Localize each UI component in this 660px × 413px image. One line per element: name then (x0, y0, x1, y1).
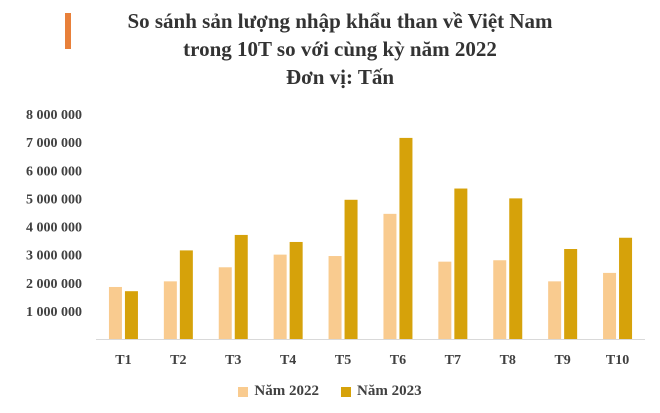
x-tick-label: T4 (280, 353, 296, 368)
bar-chart: 1 000 000 2 000 000 3 000 000 4 000 000 5 00… (26, 108, 645, 368)
bar-2023-t8 (509, 198, 523, 339)
bar-2022-t3 (218, 267, 232, 339)
bar-2022-t9 (548, 281, 562, 339)
bar-2023-t2 (179, 250, 193, 339)
legend-item-2023: Năm 2023 (341, 383, 422, 400)
legend-item-2022: Năm 2022 (238, 383, 319, 400)
bar-2023-t9 (564, 249, 578, 339)
legend-label-2023: Năm 2023 (357, 383, 422, 399)
y-tick-label: 8 000 000 (26, 108, 82, 123)
x-axis: T1 T2 T3 T4 T5 T6 T7 T8 T9 T10 (115, 353, 629, 368)
bar-2023-t1 (124, 291, 138, 339)
y-tick-label: 2 000 000 (26, 277, 82, 292)
y-tick-label: 7 000 000 (26, 136, 82, 151)
title-accent-bar (65, 13, 71, 49)
y-tick-label: 1 000 000 (26, 305, 82, 320)
x-tick-label: T2 (170, 353, 186, 368)
bar-2023-t5 (344, 199, 358, 339)
y-tick-label: 6 000 000 (26, 164, 82, 179)
x-tick-label: T10 (606, 353, 629, 368)
bar-2022-t8 (493, 260, 507, 339)
bar-2023-t7 (454, 188, 468, 339)
chart-title: So sánh sản lượng nhập khẩu than về Việt… (60, 7, 620, 91)
y-tick-label: 5 000 000 (26, 192, 82, 207)
legend-label-2022: Năm 2022 (254, 383, 319, 399)
bar-2022-t10 (603, 272, 617, 339)
bar-2022-t6 (383, 213, 397, 339)
chart-title-line-2: trong 10T so với cùng kỳ năm 2022 (183, 37, 497, 61)
bar-2022-t7 (438, 261, 452, 339)
bar-2022-t4 (273, 254, 287, 339)
bar-2022-t1 (108, 286, 122, 339)
legend-swatch-2023 (341, 386, 351, 397)
y-axis: 1 000 000 2 000 000 3 000 000 4 000 000 5 00… (26, 108, 82, 320)
x-tick-label: T3 (225, 353, 241, 368)
chart-bars (108, 137, 633, 339)
x-tick-label: T5 (335, 353, 351, 368)
bar-2023-t6 (399, 137, 413, 339)
y-tick-label: 4 000 000 (26, 221, 82, 236)
x-tick-label: T6 (390, 353, 406, 368)
chart-legend: Năm 2022 Năm 2023 (0, 383, 660, 400)
bar-2022-t2 (163, 281, 177, 339)
y-tick-label: 3 000 000 (26, 249, 82, 264)
bar-2023-t3 (234, 234, 248, 339)
chart-subtitle-unit: Đơn vị: Tấn (285, 65, 395, 89)
x-tick-label: T7 (445, 353, 461, 368)
x-tick-label: T1 (115, 353, 131, 368)
legend-swatch-2022 (238, 386, 249, 397)
x-tick-label: T9 (554, 353, 570, 368)
bar-2022-t5 (328, 256, 342, 339)
chart-title-line-1: So sánh sản lượng nhập khẩu than về Việt… (127, 9, 553, 33)
x-tick-label: T8 (500, 353, 516, 368)
bar-2023-t10 (619, 237, 633, 339)
bar-2023-t4 (289, 241, 303, 339)
